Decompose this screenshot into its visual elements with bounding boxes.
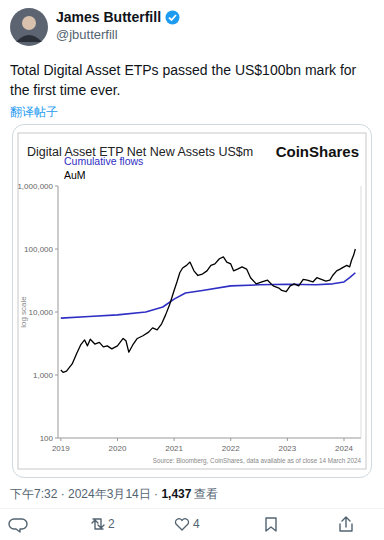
chart-frame xyxy=(18,133,366,469)
x-tick xyxy=(60,438,61,441)
timestamp: 下午7:32 · 2024年3月14日 · 1,437查看 xyxy=(10,486,218,503)
y-tick xyxy=(55,249,58,250)
x-tick-label: 2020 xyxy=(109,444,127,453)
y-axis-label: log scale xyxy=(19,296,28,328)
view-count: 1,437 xyxy=(161,487,191,501)
series-line xyxy=(61,249,356,372)
legend-entry: AuM xyxy=(64,169,86,181)
retweet-icon[interactable] xyxy=(92,519,104,529)
plot-area xyxy=(61,249,356,372)
y-tick-label: 1,000 xyxy=(33,371,54,380)
time-text: 下午7:32 · 2024年3月14日 · xyxy=(10,487,161,501)
y-tick xyxy=(55,438,58,439)
legend-entry: Cumulative flows xyxy=(64,155,143,167)
like-count: 4 xyxy=(193,517,200,531)
tweet-text: Total Digital Asset ETPs passed the US$1… xyxy=(10,60,372,100)
avatar-head xyxy=(22,16,36,30)
y-tick-label: 100 xyxy=(40,434,54,443)
translate-link: 翻译帖子 xyxy=(10,104,58,121)
x-tick xyxy=(117,438,118,441)
x-tick xyxy=(174,438,175,441)
like-icon[interactable] xyxy=(176,519,189,530)
author-name: James Butterfill xyxy=(56,9,161,25)
verified-badge xyxy=(165,10,180,25)
brand: CoinShares xyxy=(276,143,359,160)
x-tick xyxy=(287,438,288,441)
x-tick-label: 2023 xyxy=(278,444,296,453)
right-edge xyxy=(361,186,362,438)
source-note: Source: Bloomberg, CoinShares, data avai… xyxy=(153,457,362,465)
y-tick xyxy=(55,375,58,376)
share-icon[interactable] xyxy=(340,517,352,531)
series-line xyxy=(61,273,356,318)
x-tick-label: 2024 xyxy=(335,444,353,453)
author-handle: @jbutterfill xyxy=(56,27,118,42)
image-card: Digital Asset ETP Net New Assets US$mCoi… xyxy=(12,124,372,478)
x-tick-label: 2019 xyxy=(52,444,70,453)
badge-bg xyxy=(166,11,180,25)
reply-icon[interactable] xyxy=(9,519,27,532)
y-tick xyxy=(55,186,58,187)
chart: Digital Asset ETP Net New Assets US$mCoi… xyxy=(13,125,371,477)
y-tick-label: 10,000 xyxy=(29,308,54,317)
avatar-body xyxy=(16,35,42,42)
view-label: 查看 xyxy=(194,487,218,501)
action-bar: 24 xyxy=(0,512,384,536)
retweet-count: 2 xyxy=(108,517,115,531)
badge-check xyxy=(169,15,176,20)
y-tick-label: 1,000,000 xyxy=(17,182,53,191)
x-tick xyxy=(344,438,345,441)
avatar-bg xyxy=(10,8,48,46)
x-tick-label: 2022 xyxy=(222,444,240,453)
x-tick xyxy=(230,438,231,441)
y-tick xyxy=(55,312,58,313)
x-tick-label: 2021 xyxy=(165,444,183,453)
bookmark-icon[interactable] xyxy=(266,518,276,531)
x-axis xyxy=(58,438,361,439)
separator xyxy=(0,508,384,509)
avatar xyxy=(10,8,48,46)
y-tick-label: 100,000 xyxy=(24,245,53,254)
